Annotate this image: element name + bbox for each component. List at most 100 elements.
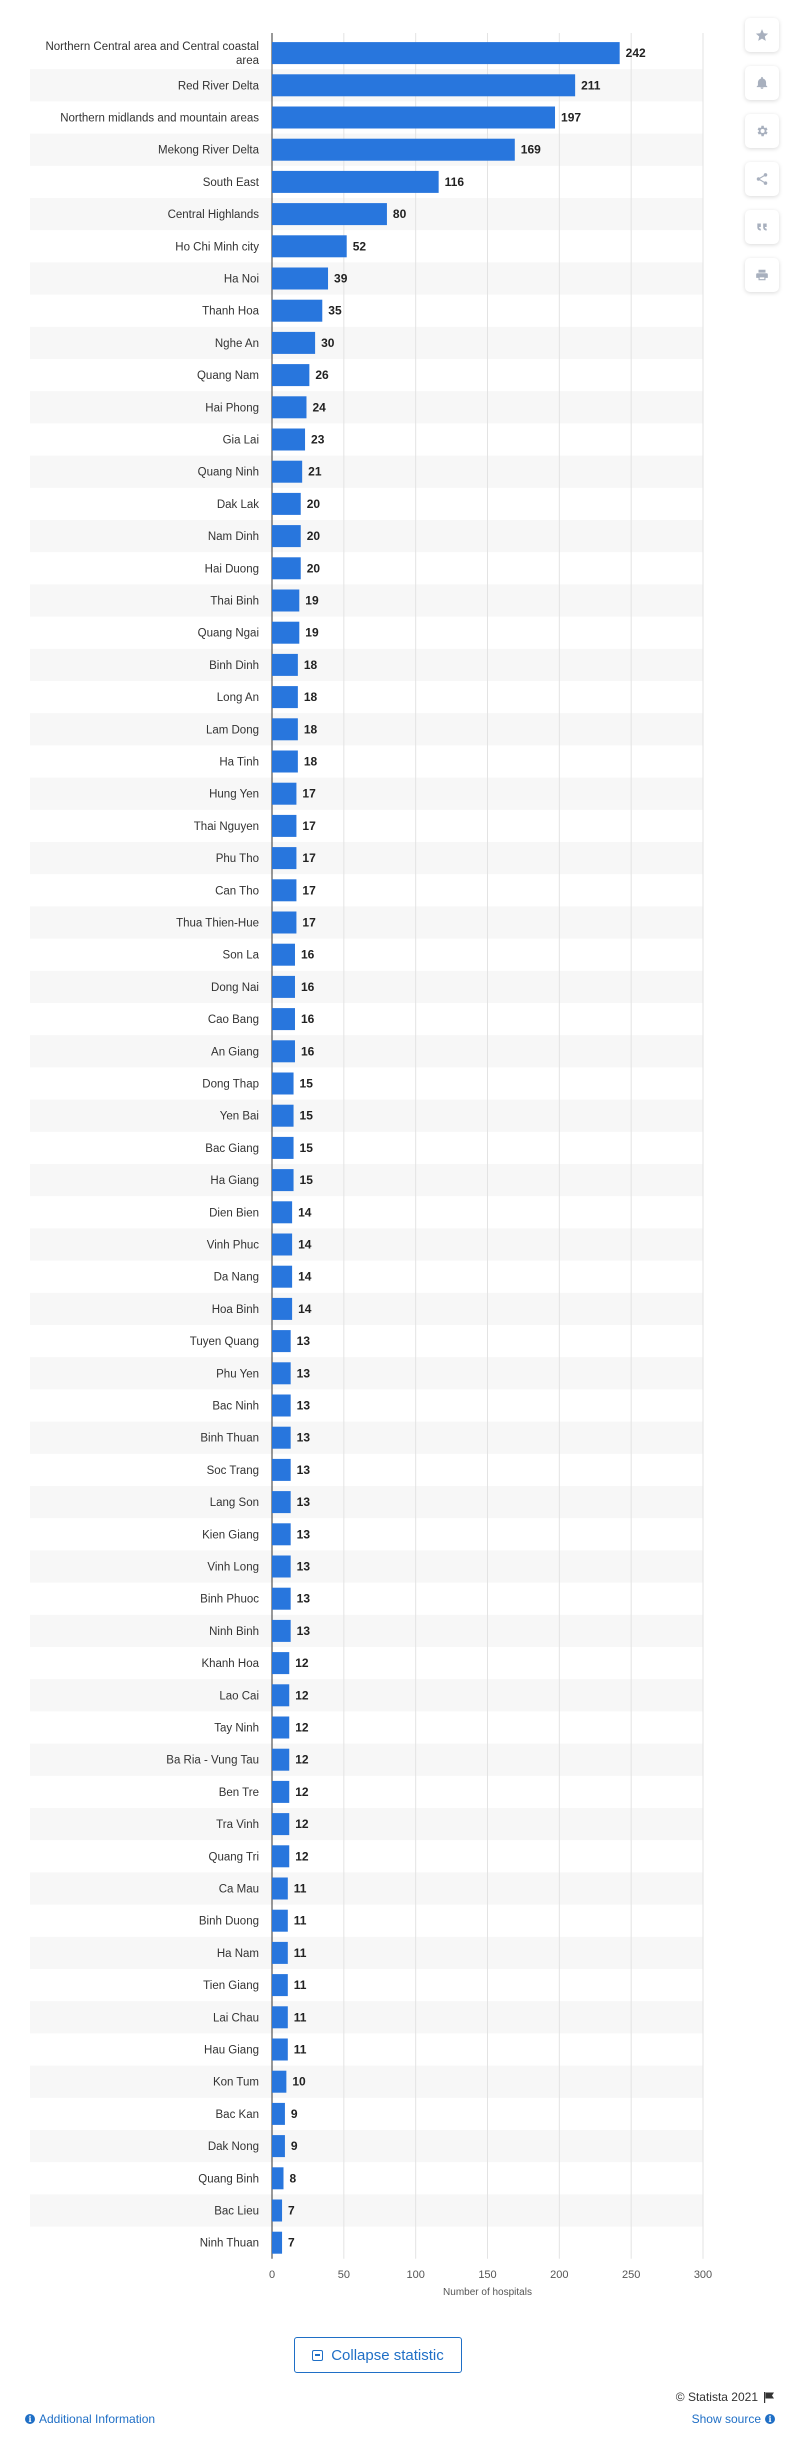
category-label: Can Tho — [215, 885, 259, 897]
bar[interactable] — [272, 1104, 294, 1127]
bar[interactable] — [272, 2070, 287, 2093]
collapse-statistic-button[interactable]: Collapse statistic — [294, 2337, 462, 2373]
bar[interactable] — [272, 428, 306, 451]
data-label: 11 — [294, 1946, 307, 1960]
bar[interactable] — [272, 1845, 290, 1868]
bar[interactable] — [272, 1362, 291, 1385]
bar[interactable] — [272, 1716, 290, 1739]
category-label: Long An — [217, 692, 259, 704]
bar[interactable] — [272, 1523, 291, 1546]
bar[interactable] — [272, 525, 301, 548]
data-label: 52 — [353, 239, 367, 253]
bar[interactable] — [272, 74, 576, 97]
bar[interactable] — [272, 1652, 290, 1675]
bar[interactable] — [272, 1458, 291, 1481]
bar[interactable] — [272, 2135, 285, 2158]
bar[interactable] — [272, 2167, 284, 2190]
bar[interactable] — [272, 589, 300, 612]
data-label: 15 — [300, 1173, 314, 1187]
bar[interactable] — [272, 814, 297, 837]
bar[interactable] — [272, 653, 298, 676]
bar[interactable] — [272, 203, 387, 226]
bar[interactable] — [272, 1909, 288, 1932]
bar[interactable] — [272, 1330, 291, 1353]
bar[interactable] — [272, 1394, 291, 1417]
bar[interactable] — [272, 1040, 295, 1063]
bar[interactable] — [272, 847, 297, 870]
bar[interactable] — [272, 686, 298, 709]
category-label: Central Highlands — [168, 209, 260, 221]
flag-icon[interactable] — [763, 2391, 775, 2403]
bar[interactable] — [272, 1136, 294, 1159]
print-button[interactable] — [745, 258, 779, 292]
bar[interactable] — [272, 879, 297, 902]
data-label: 35 — [328, 304, 342, 318]
bar[interactable] — [272, 235, 347, 258]
cite-button[interactable] — [745, 210, 779, 244]
bar[interactable] — [272, 2231, 283, 2254]
bar[interactable] — [272, 1555, 291, 1578]
bar[interactable] — [272, 718, 298, 741]
bar[interactable] — [272, 782, 297, 805]
bar[interactable] — [272, 1169, 294, 1192]
row-stripe — [30, 1550, 703, 1583]
bar[interactable] — [272, 1201, 293, 1224]
bar[interactable] — [272, 460, 303, 483]
bar[interactable] — [272, 170, 439, 193]
row-stripe — [30, 648, 703, 681]
data-label: 15 — [300, 1109, 314, 1123]
bar[interactable] — [272, 621, 300, 644]
settings-button[interactable] — [745, 114, 779, 148]
bar[interactable] — [272, 2038, 288, 2061]
bar[interactable] — [272, 750, 298, 773]
bar[interactable] — [272, 1877, 288, 1900]
bar[interactable] — [272, 1297, 293, 1320]
bar[interactable] — [272, 1072, 294, 1095]
bar[interactable] — [272, 492, 301, 515]
row-stripe — [30, 1035, 703, 1068]
bar[interactable] — [272, 1587, 291, 1610]
bar[interactable] — [272, 267, 329, 290]
bar[interactable] — [272, 975, 295, 998]
bar[interactable] — [272, 1941, 288, 1964]
bar[interactable] — [272, 1619, 291, 1642]
bar[interactable] — [272, 2199, 283, 2222]
bar[interactable] — [272, 396, 307, 419]
row-stripe — [30, 1743, 703, 1776]
bar[interactable] — [272, 557, 301, 580]
category-label: Gia Lai — [223, 435, 259, 447]
bar[interactable] — [272, 138, 515, 161]
bar[interactable] — [272, 1974, 288, 1997]
category-label: Lam Dong — [206, 724, 259, 736]
category-label: Thai Nguyen — [194, 821, 259, 833]
favorite-button[interactable] — [745, 18, 779, 52]
row-stripe — [30, 2065, 703, 2098]
bar[interactable] — [272, 1780, 290, 1803]
category-label: Bac Giang — [205, 1143, 259, 1155]
bar[interactable] — [272, 1491, 291, 1514]
additional-information-link[interactable]: i Additional Information — [25, 2412, 155, 2426]
bar[interactable] — [272, 1426, 291, 1449]
bar[interactable] — [272, 42, 620, 65]
bar[interactable] — [272, 1748, 290, 1771]
bar[interactable] — [272, 331, 316, 354]
notification-button[interactable] — [745, 66, 779, 100]
bar[interactable] — [272, 2006, 288, 2029]
bar[interactable] — [272, 943, 295, 966]
bar[interactable] — [272, 364, 310, 387]
category-label: Hoa Binh — [212, 1304, 259, 1316]
bar[interactable] — [272, 1233, 293, 1256]
bar[interactable] — [272, 1684, 290, 1707]
bar[interactable] — [272, 911, 297, 934]
bar[interactable] — [272, 2102, 285, 2125]
bar[interactable] — [272, 299, 323, 322]
bar[interactable] — [272, 1265, 293, 1288]
row-stripe — [30, 455, 703, 488]
share-button[interactable] — [745, 162, 779, 196]
bar[interactable] — [272, 1008, 295, 1031]
show-source-link[interactable]: Show source i — [692, 2412, 775, 2426]
category-label: Ben Tre — [219, 1787, 259, 1799]
x-tick-label: 150 — [478, 2269, 496, 2281]
bar[interactable] — [272, 106, 556, 129]
bar[interactable] — [272, 1813, 290, 1836]
